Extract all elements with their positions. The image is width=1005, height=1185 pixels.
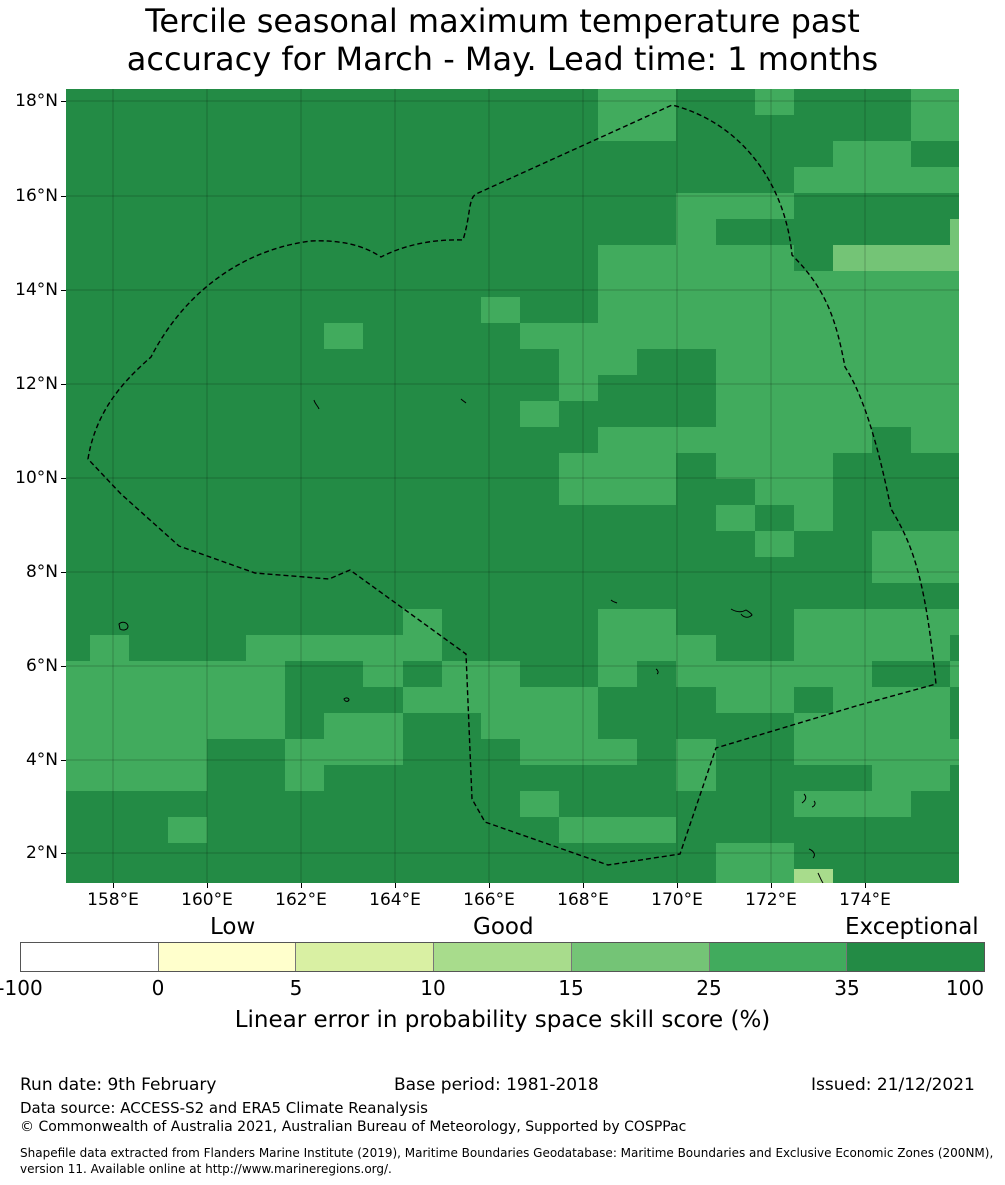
lat-tick	[61, 196, 66, 197]
base-period: Base period: 1981-2018	[394, 1075, 599, 1095]
lat-tick	[61, 666, 66, 667]
island-outline	[313, 398, 659, 675]
skill-cells-15-25	[833, 219, 959, 271]
copyright: © Commonwealth of Australia 2021, Austra…	[20, 1119, 687, 1135]
run-date: Run date: 9th February	[20, 1075, 217, 1095]
colorbar-tick: 0	[151, 976, 165, 1000]
skill-cell-block	[794, 869, 833, 883]
lon-tick	[207, 883, 208, 888]
colorbar-segment-5-10	[296, 943, 435, 971]
colorbar-segment-35-100	[847, 943, 985, 971]
eez-boundary	[87, 104, 937, 866]
skill-cell-block	[833, 219, 959, 271]
island-outline	[118, 621, 129, 631]
lat-tick	[61, 760, 66, 761]
shapefile-credit-line-2: version 11. Available online at http://w…	[20, 1162, 392, 1176]
lon-tick	[301, 883, 302, 888]
colorbar-segment-15-25	[571, 943, 710, 971]
lon-label-160e: 160°E	[181, 890, 233, 910]
skill-map-svg	[66, 89, 959, 883]
lon-label-170e: 170°E	[651, 890, 703, 910]
issued-date: Issued: 21/12/2021	[811, 1075, 975, 1095]
colorbar-tick: 100	[945, 976, 985, 1000]
colorbar-segment-0-5	[158, 943, 297, 971]
lat-label-12n: 12°N	[15, 374, 58, 394]
colorbar-segment-neg100-0	[21, 943, 159, 971]
island-outline	[801, 793, 824, 883]
lon-tick	[489, 883, 490, 888]
lat-tick	[61, 572, 66, 573]
colorbar-tick: 10	[420, 976, 446, 1000]
lon-tick	[865, 883, 866, 888]
colorbar-tick: 35	[834, 976, 860, 1000]
graticule	[66, 89, 959, 883]
colorbar-label: Linear error in probability space skill …	[234, 1007, 771, 1033]
lat-label-2n: 2°N	[25, 843, 58, 863]
lon-label-158e: 158°E	[87, 890, 139, 910]
lon-label-174e: 174°E	[839, 890, 891, 910]
colorbar-category-low: Low	[210, 914, 256, 940]
lat-tick	[61, 290, 66, 291]
skill-map	[66, 89, 959, 883]
lon-label-168e: 168°E	[557, 890, 609, 910]
lon-label-166e: 166°E	[463, 890, 515, 910]
island-outline	[730, 608, 753, 618]
colorbar-tick: 25	[696, 976, 722, 1000]
lon-tick	[677, 883, 678, 888]
lon-label-162e: 162°E	[275, 890, 327, 910]
lon-tick	[113, 883, 114, 888]
lat-label-14n: 14°N	[15, 280, 58, 300]
shapefile-credit-line-1: Shapefile data extracted from Flanders M…	[20, 1146, 994, 1160]
colorbar	[20, 942, 985, 972]
lat-label-8n: 8°N	[25, 562, 58, 582]
colorbar-category-good: Good	[473, 914, 534, 940]
lon-tick	[583, 883, 584, 888]
lat-tick	[61, 384, 66, 385]
colorbar-tick: 15	[558, 976, 584, 1000]
lon-tick	[395, 883, 396, 888]
lon-label-172e: 172°E	[745, 890, 797, 910]
colorbar-tick: 5	[289, 976, 303, 1000]
data-source: Data source: ACCESS-S2 and ERA5 Climate …	[20, 1099, 428, 1117]
lon-tick	[771, 883, 772, 888]
lat-label-6n: 6°N	[25, 656, 58, 676]
lon-label-164e: 164°E	[369, 890, 421, 910]
colorbar-tick: -100	[0, 976, 43, 1000]
colorbar-segment-25-35	[709, 943, 848, 971]
lat-tick	[61, 853, 66, 854]
lat-label-4n: 4°N	[25, 750, 58, 770]
colorbar-segment-10-15	[434, 943, 572, 971]
title-line-1: Tercile seasonal maximum temperature pas…	[145, 2, 860, 40]
island-outline	[343, 697, 350, 702]
lat-tick	[61, 101, 66, 102]
islands	[118, 398, 824, 883]
colorbar-category-exceptional: Exceptional	[845, 914, 979, 940]
lat-label-18n: 18°N	[15, 91, 58, 111]
lat-label-10n: 10°N	[15, 468, 58, 488]
lat-tick	[61, 478, 66, 479]
map-title: Tercile seasonal maximum temperature pas…	[0, 2, 1005, 78]
skill-cells-10-15	[794, 869, 833, 883]
skill-cell-block	[66, 89, 959, 883]
title-line-2: accuracy for March - May. Lead time: 1 m…	[126, 40, 879, 78]
lat-label-16n: 16°N	[15, 186, 58, 206]
skill-cells-25-35	[66, 89, 959, 883]
